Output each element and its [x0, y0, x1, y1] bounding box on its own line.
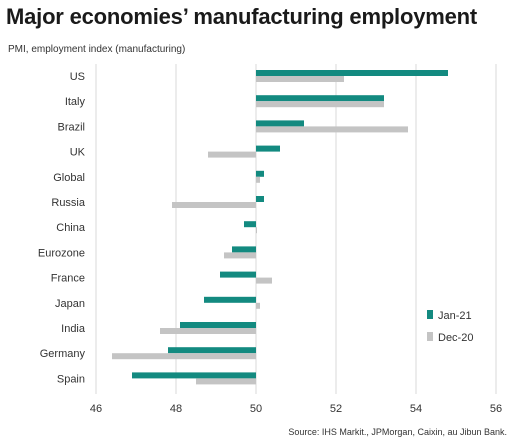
- bars: [112, 70, 448, 385]
- bar-jan21: [132, 372, 256, 379]
- legend-label-dec20: Dec-20: [438, 332, 473, 344]
- bar-jan21: [256, 145, 280, 152]
- category-label: Italy: [65, 96, 86, 108]
- gridlines: [95, 64, 497, 394]
- category-label: Eurozone: [38, 247, 85, 259]
- category-label: Global: [53, 172, 85, 184]
- x-tick-label: 52: [330, 403, 342, 415]
- bar-dec20: [160, 328, 256, 334]
- bar-jan21: [204, 296, 256, 303]
- x-tick-label: 48: [170, 403, 182, 415]
- bar-dec20: [112, 353, 256, 360]
- legend-swatch-jan21: [427, 310, 433, 319]
- bar-jan21: [244, 221, 256, 228]
- category-labels: US Italy Brazil UK Global Russia China Eurozone…: [38, 71, 86, 385]
- category-label: Germany: [40, 348, 86, 360]
- bar-jan21: [256, 170, 264, 177]
- bar-dec20: [256, 176, 260, 183]
- x-tick-label: 46: [90, 403, 102, 415]
- x-axis-ticks: 46 48 50 52 54 56: [90, 403, 502, 415]
- bar-dec20: [256, 126, 408, 133]
- bar-jan21: [256, 196, 264, 202]
- x-tick-label: 56: [490, 403, 502, 415]
- source-note: Source: IHS Markit., JPMorgan, Caixin, a…: [288, 427, 507, 437]
- bar-jan21: [220, 271, 256, 278]
- bar-jan21: [256, 120, 304, 127]
- bar-jan21: [256, 70, 448, 76]
- category-label: Brazil: [57, 121, 85, 133]
- x-tick-label: 50: [250, 403, 262, 415]
- bar-jan21: [256, 95, 384, 102]
- x-tick-label: 54: [410, 403, 422, 415]
- category-label: UK: [70, 147, 86, 159]
- bar-dec20: [196, 378, 256, 385]
- legend-label-jan21: Jan-21: [438, 310, 472, 322]
- legend: Jan-21 Dec-20: [427, 310, 473, 344]
- category-label: US: [70, 71, 85, 83]
- bar-dec20: [208, 151, 256, 158]
- chart-title: Major economies’ manufacturing employmen…: [6, 4, 478, 29]
- category-label: Russia: [51, 197, 86, 209]
- bar-dec20: [256, 277, 272, 284]
- bar-dec20: [224, 252, 256, 259]
- category-label: China: [56, 222, 86, 234]
- bar-jan21: [232, 246, 256, 253]
- category-label: France: [51, 273, 85, 285]
- bar-dec20: [256, 101, 384, 108]
- legend-swatch-dec20: [427, 332, 433, 341]
- bar-jan21: [168, 347, 256, 354]
- bar-dec20: [256, 302, 260, 309]
- category-label: India: [61, 323, 86, 335]
- bar-dec20: [256, 76, 344, 82]
- bar-dec20: [256, 227, 257, 234]
- chart-subtitle: PMI, employment index (manufacturing): [8, 44, 186, 55]
- bar-dec20: [172, 202, 256, 208]
- category-label: Japan: [55, 298, 85, 310]
- bar-jan21: [180, 322, 256, 328]
- category-label: Spain: [57, 373, 85, 385]
